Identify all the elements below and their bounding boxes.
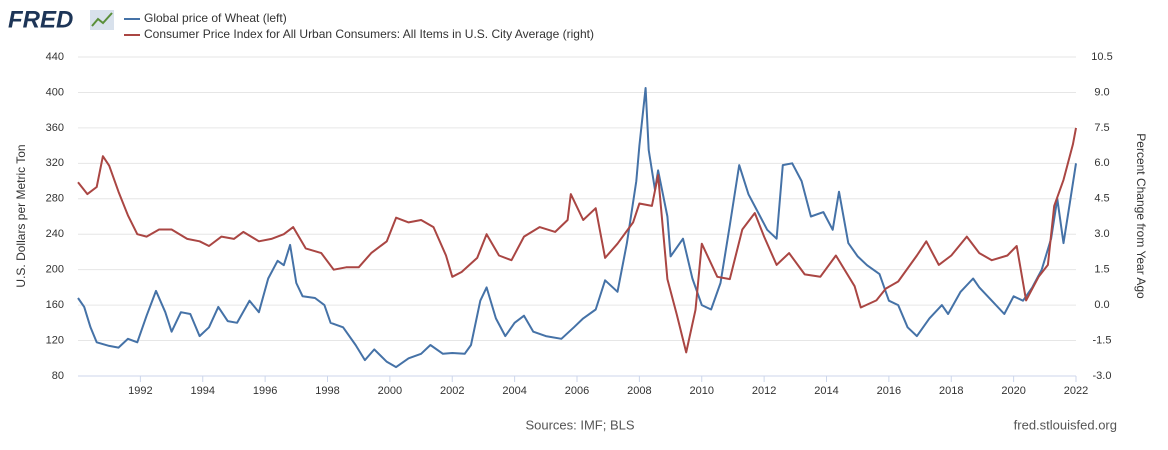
site: fred.stlouisfed.org [1014,417,1117,432]
x-tick-label: 2000 [378,385,402,397]
y2-tick-label: 4.5 [1094,193,1109,205]
y2-tick-label: 10.5 [1091,51,1112,63]
x-tick-label: 1992 [128,385,152,397]
y-tick-label: 200 [46,264,64,276]
y-tick-label: 440 [46,51,64,63]
legend-label: Global price of Wheat (left) [144,11,287,25]
y-tick-label: 280 [46,193,64,205]
x-tick-label: 2010 [690,385,714,397]
x-tick-label: 2016 [877,385,901,397]
y2-tick-label: 7.5 [1094,122,1109,134]
x-tick-label: 2006 [565,385,589,397]
y-tick-label: 120 [46,334,64,346]
x-tick-label: 2008 [627,385,651,397]
y-tick-label: 240 [46,228,64,240]
y2-tick-label: 6.0 [1094,157,1109,169]
series-line [77,87,1077,369]
legend-label: Consumer Price Index for All Urban Consu… [144,27,594,41]
x-tick-label: 2014 [814,385,838,397]
x-tick-label: 2022 [1064,385,1088,397]
y-tick-label: 400 [46,86,64,98]
x-tick-label: 2012 [752,385,776,397]
y-tick-label: 320 [46,157,64,169]
y-axis-label: U.S. Dollars per Metric Ton [14,144,28,287]
x-tick-label: 1994 [191,385,215,397]
y-tick-label: 360 [46,122,64,134]
x-tick-label: 2018 [939,385,963,397]
y2-tick-label: -1.5 [1093,334,1112,346]
y2-tick-label: -3.0 [1093,370,1112,382]
y2-tick-label: 9.0 [1094,86,1109,98]
logo-icon [90,10,114,30]
y2-tick-label: 3.0 [1094,228,1109,240]
x-tick-label: 1998 [315,385,339,397]
y-tick-label: 80 [52,370,64,382]
series-line [77,127,1077,354]
y2-axis-label: Percent Change from Year Ago [1134,133,1148,299]
sources: Sources: IMF; BLS [525,417,634,432]
x-tick-label: 1996 [253,385,277,397]
y-tick-label: 160 [46,299,64,311]
x-tick-label: 2004 [502,385,526,397]
y2-tick-label: 1.5 [1094,264,1109,276]
x-tick-label: 2020 [1001,385,1025,397]
x-tick-label: 2002 [440,385,464,397]
y2-tick-label: 0.0 [1094,299,1109,311]
logo: FRED [8,6,73,33]
